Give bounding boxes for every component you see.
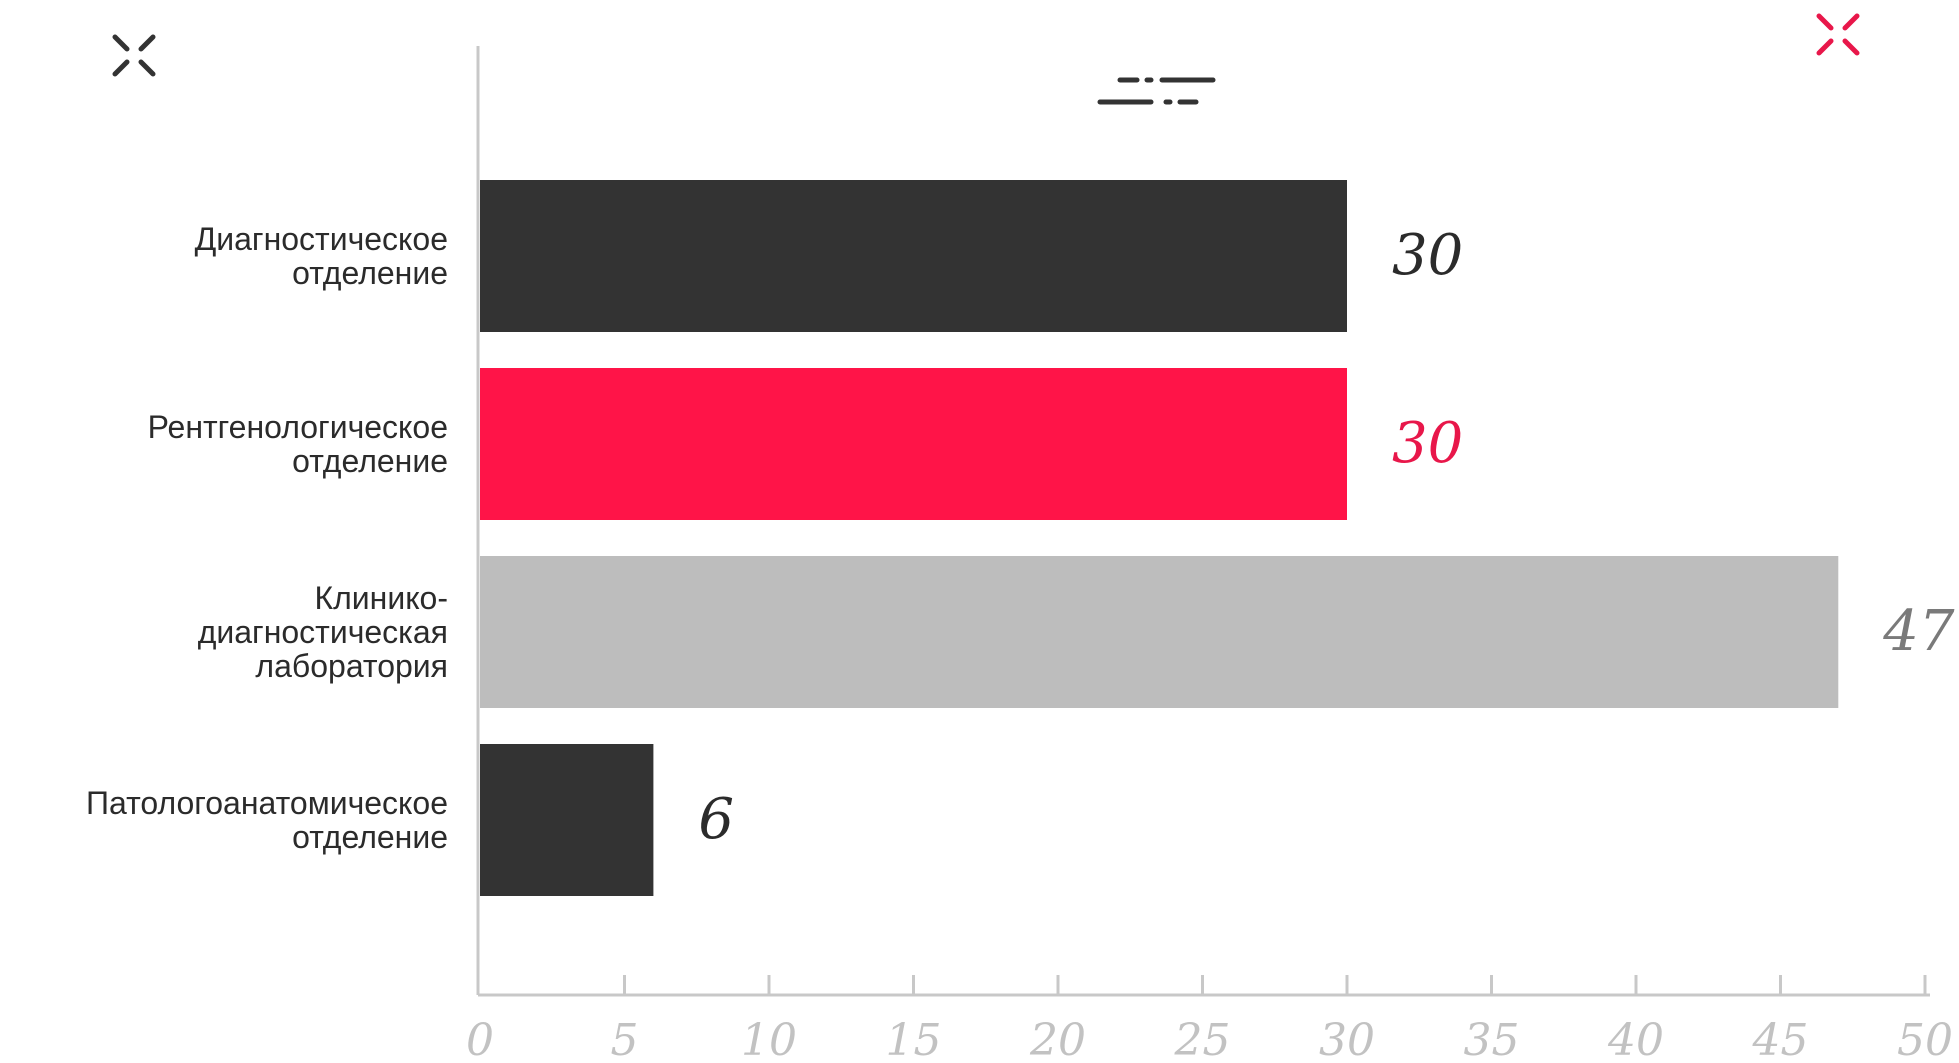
bars-group: Диагностическое отделение 30 Рентгенологиче… [86,180,1955,896]
x-tick-label: 5 [611,1015,639,1063]
x-tick-label: 20 [1029,1015,1086,1063]
category-label: Диагностическое отделение [195,221,448,291]
x-axis-ticks: 0 5 10 15 20 25 30 35 40 45 50 [466,975,1953,1063]
x-tick-label: 50 [1897,1015,1953,1063]
category-label: Клинико-диагностическая лаборатория [198,580,448,684]
bar [480,180,1347,332]
category-label: Патологоанатомическое отделение [86,785,448,855]
x-tick-label: 15 [886,1015,942,1063]
x-tick-label: 45 [1752,1015,1809,1063]
x-tick-label: 40 [1607,1015,1664,1063]
x-tick-label: 35 [1464,1015,1520,1063]
value-label: 30 [1392,411,1463,476]
bar [480,368,1347,520]
corner-mark-right-icon [1816,13,1860,56]
corner-mark-left-icon [112,34,156,77]
value-label: 6 [698,787,734,852]
dash-ornament-icon [1097,77,1216,105]
x-tick-label: 0 [466,1015,494,1063]
value-label: 47 [1882,599,1955,664]
category-label: Рентгенологическое отделение [148,409,448,479]
bar [480,744,654,896]
x-tick-label: 25 [1174,1015,1231,1063]
bar [480,556,1839,708]
x-tick-label: 10 [741,1015,797,1063]
value-label: 30 [1392,223,1463,288]
x-tick-label: 30 [1319,1015,1375,1063]
